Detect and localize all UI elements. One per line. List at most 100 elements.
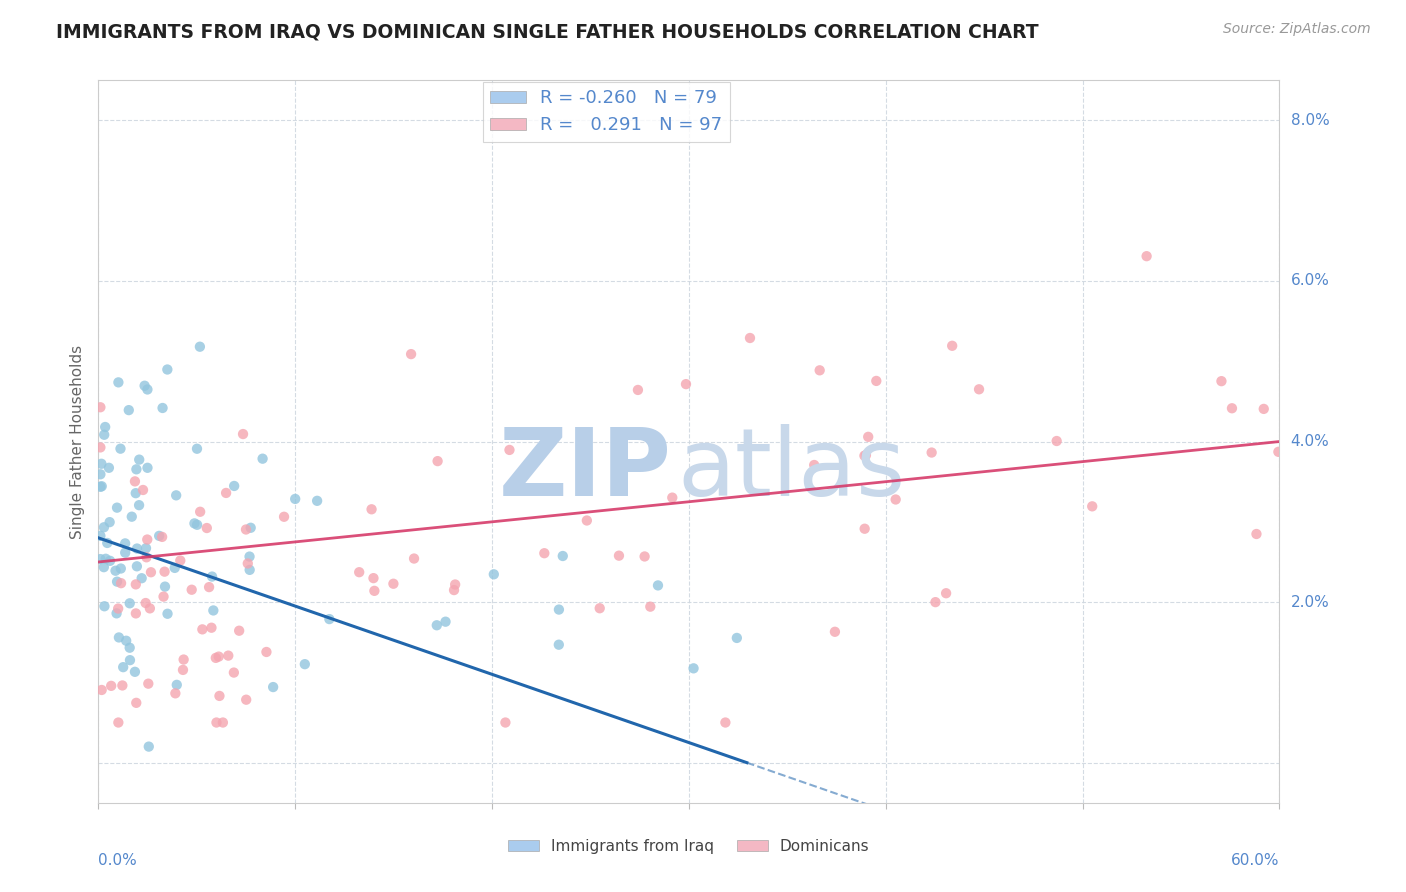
Point [89,529,111,543]
Point [941,339,963,353]
Point [131,571,153,585]
Point [136,460,159,475]
Point [191,623,214,637]
Point [153,565,176,579]
Point [152,590,174,604]
Point [121,509,143,524]
Point [134,378,156,392]
Point [1253,401,1275,416]
Point [547,638,569,652]
Point [93,560,115,574]
Point [125,486,148,500]
Point [967,382,990,396]
Point [156,362,179,376]
Point [135,596,157,610]
Text: 4.0%: 4.0% [1291,434,1329,449]
Point [399,347,422,361]
Point [1313,224,1336,238]
Point [124,475,146,489]
Point [865,374,887,388]
Point [124,665,146,679]
Point [738,331,761,345]
Point [135,541,157,556]
Point [163,561,186,575]
Point [139,566,162,580]
Point [180,582,202,597]
Point [104,564,127,578]
Point [108,631,131,645]
Point [208,689,231,703]
Point [200,621,222,635]
Point [198,580,221,594]
Point [498,442,520,457]
Point [647,578,669,592]
Text: IMMIGRANTS FROM IRAQ VS DOMINICAN SINGLE FATHER HOUSEHOLDS CORRELATION CHART: IMMIGRANTS FROM IRAQ VS DOMINICAN SINGLE… [56,22,1039,41]
Point [97,460,120,475]
Point [363,583,385,598]
Point [107,376,129,390]
Point [548,602,571,616]
Point [132,483,155,497]
Point [1136,249,1159,263]
Point [682,661,704,675]
Point [125,577,148,591]
Point [627,383,650,397]
Point [93,599,115,614]
Point [1246,527,1268,541]
Point [858,430,880,444]
Point [136,533,159,547]
Point [803,458,825,472]
Point [607,549,630,563]
Point [188,505,211,519]
Text: 8.0%: 8.0% [1291,113,1329,128]
Point [128,452,150,467]
Point [89,552,111,566]
Point [152,401,174,415]
Point [118,596,141,610]
Point [89,467,111,482]
Point [186,442,208,456]
Point [924,595,946,609]
Point [551,549,574,563]
Point [347,565,370,579]
Point [205,715,228,730]
Point [238,549,260,564]
Point [318,612,340,626]
Point [426,454,449,468]
Point [426,618,449,632]
Point [98,554,121,568]
Point [96,536,118,550]
Point [118,640,141,655]
Text: 60.0%: 60.0% [1232,854,1279,869]
Point [935,586,957,600]
Point [1348,462,1371,476]
Point [105,607,128,621]
Point [201,569,224,583]
Point [125,607,148,621]
Point [165,488,187,502]
Point [100,679,122,693]
Text: Source: ZipAtlas.com: Source: ZipAtlas.com [1223,22,1371,37]
Point [1081,500,1104,514]
Point [252,451,274,466]
Point [94,420,117,434]
Point [444,577,467,591]
Point [90,457,112,471]
Point [855,448,877,462]
Point [254,645,277,659]
Point [228,624,250,638]
Point [105,500,128,515]
Text: 2.0%: 2.0% [1291,595,1329,609]
Text: atlas: atlas [678,425,905,516]
Point [235,692,257,706]
Point [235,523,257,537]
Point [434,615,457,629]
Point [363,571,385,585]
Point [183,516,205,531]
Point [90,683,112,698]
Point [575,514,598,528]
Point [114,546,136,560]
Point [443,583,465,598]
Point [172,663,194,677]
Point [217,648,239,663]
